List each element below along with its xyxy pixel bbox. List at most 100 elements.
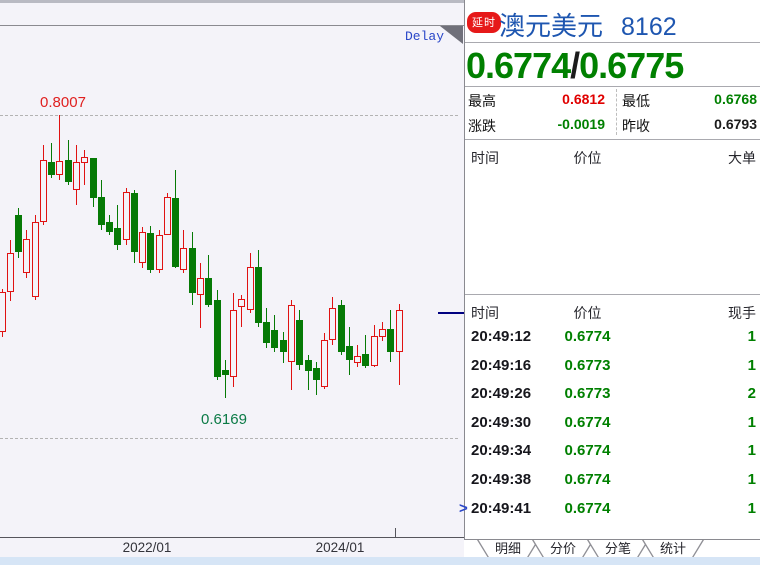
price-header: 价位 — [573, 150, 602, 166]
candle-up — [155, 235, 163, 271]
candle-down — [172, 198, 180, 268]
trade-volume: 1 — [747, 413, 756, 431]
trade-time: 20:49:41 — [471, 499, 532, 517]
candle-wick — [84, 150, 86, 186]
candle-wick — [365, 335, 367, 369]
instrument-code: 8162 — [621, 13, 677, 41]
candle-up — [246, 267, 254, 311]
candle-down — [345, 346, 353, 361]
candle-up — [31, 222, 39, 298]
candle-down — [147, 233, 155, 271]
trade-row[interactable]: 20:49:30 0.6774 1 — [465, 408, 760, 436]
tab-分价[interactable]: 分价 — [532, 540, 594, 558]
quote-column-divider — [616, 89, 617, 135]
candle-wick — [241, 294, 243, 327]
candle-down — [114, 228, 122, 246]
candle-down — [279, 340, 287, 353]
candle-down — [296, 320, 304, 366]
trade-volume: 1 — [747, 471, 756, 488]
x-axis-label: 2024/01 — [315, 540, 365, 555]
tab-明细-active[interactable]: 明细 — [477, 540, 539, 558]
candle-wick — [117, 205, 119, 251]
trade-row[interactable]: 20:49:12 0.6774 1 — [465, 322, 760, 350]
candle-up — [197, 278, 204, 296]
x-axis-line — [0, 537, 464, 538]
instrument-title: 澳元美元 8162 — [499, 6, 759, 43]
candle-down — [362, 354, 370, 367]
candle-up — [395, 310, 403, 353]
trade-time: 20:49:12 — [471, 328, 532, 345]
candle-up — [23, 238, 31, 274]
window-bottom-strip — [0, 557, 760, 565]
trade-price: 0.6774 — [564, 413, 611, 431]
trade-row[interactable]: 20:49:26 0.6773 2 — [465, 379, 760, 407]
volume-header: 现手 — [728, 305, 756, 321]
quote-panel-background — [465, 0, 760, 539]
trade-time: 20:49:26 — [471, 385, 532, 403]
time-header: 时间 — [471, 305, 499, 321]
candle-up — [370, 336, 378, 367]
candle-down — [130, 193, 138, 253]
candle-down — [312, 368, 320, 381]
candle-down — [221, 370, 229, 376]
candle-up — [39, 160, 47, 223]
candle-wick — [224, 360, 226, 398]
candle-wick — [59, 115, 61, 180]
candle-down — [48, 162, 56, 176]
candle-down — [205, 278, 213, 306]
detail-tab-bar: 明细 分价 分笔 统计 — [464, 539, 760, 558]
candle-wick — [200, 263, 201, 329]
delay-badge: 延时 — [467, 12, 501, 33]
trade-time: 20:49:38 — [471, 471, 532, 488]
candle-up — [163, 197, 171, 236]
candle-down — [263, 322, 271, 344]
high-value: 0.6812 — [562, 91, 605, 107]
trade-row[interactable]: 20:49:38 0.6774 1 — [465, 465, 760, 493]
trade-volume: 1 — [747, 442, 756, 460]
tab-统计[interactable]: 统计 — [642, 540, 704, 558]
tab-label: 统计 — [642, 540, 704, 557]
chart-panel-divider — [464, 0, 465, 539]
candle-up — [321, 340, 328, 388]
trade-row[interactable]: >20:49:41 0.6774 1 — [459, 494, 760, 522]
trade-row[interactable]: 20:49:34 0.6774 1 — [465, 436, 760, 464]
trade-price: 0.6773 — [564, 385, 611, 403]
current-row-arrow-icon: > — [459, 499, 468, 517]
trade-volume: 1 — [747, 328, 756, 345]
candle-wick — [307, 355, 309, 391]
trade-time: 20:49:30 — [471, 413, 532, 431]
candle-up — [81, 157, 89, 163]
candle-up — [238, 299, 246, 308]
trade-volume: 2 — [747, 385, 756, 403]
candle-down — [387, 329, 395, 353]
tab-分笔[interactable]: 分笔 — [587, 540, 649, 558]
separator — [465, 42, 760, 43]
x-axis-tick — [395, 528, 396, 537]
prev-close-value: 0.6793 — [714, 116, 757, 132]
tab-label: 分笔 — [587, 540, 649, 557]
time-header: 时间 — [471, 150, 499, 166]
corner-triangle-icon — [440, 26, 463, 44]
change-label: 涨跌 — [468, 118, 496, 134]
candle-down — [106, 222, 113, 232]
low-label: 最低 — [622, 93, 650, 109]
bid-ask-price: 0.6774/0.6775 — [466, 45, 759, 87]
candle-down — [254, 267, 262, 324]
candle-up — [122, 192, 130, 240]
current-price-marker — [438, 312, 464, 314]
separator — [465, 86, 760, 87]
candle-up — [378, 329, 386, 338]
price-header: 价位 — [573, 305, 602, 321]
chart-top-border — [0, 25, 464, 26]
big-order-header: 大单 — [728, 150, 756, 166]
candle-wick — [51, 143, 53, 178]
candle-up — [230, 310, 238, 378]
candle-down — [89, 158, 97, 198]
trade-row[interactable]: 20:49:16 0.6773 1 — [465, 351, 760, 379]
low-gridline — [0, 438, 458, 439]
tab-label: 明细 — [477, 540, 539, 557]
ask-price: 0.6775 — [579, 45, 684, 86]
trade-price: 0.6774 — [564, 328, 611, 345]
separator — [465, 139, 760, 140]
trade-price: 0.6774 — [564, 499, 611, 517]
